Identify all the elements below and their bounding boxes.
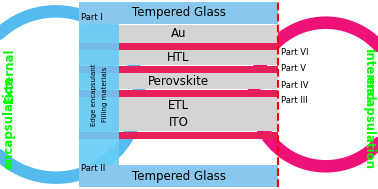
Bar [79, 25, 278, 43]
Bar [79, 114, 278, 131]
Text: Tempered Glass: Tempered Glass [132, 170, 226, 183]
Bar [79, 43, 278, 50]
Text: encapsulation: encapsulation [3, 76, 16, 169]
Text: Au: Au [171, 27, 186, 40]
Bar [79, 73, 278, 89]
Text: Part IV: Part IV [281, 81, 308, 90]
Text: Part II: Part II [81, 164, 105, 173]
Text: Part VI: Part VI [281, 48, 308, 57]
Text: Part III: Part III [281, 96, 308, 105]
Bar [79, 66, 278, 73]
Text: ETL: ETL [168, 99, 189, 112]
Text: External: External [3, 48, 16, 103]
Text: Perovskite: Perovskite [148, 75, 209, 88]
Text: encapsulation: encapsulation [362, 76, 375, 169]
Text: Filling materials: Filling materials [102, 67, 108, 122]
Bar [79, 165, 278, 187]
Bar [79, 90, 278, 97]
Bar [79, 132, 278, 139]
Text: Tempered Glass: Tempered Glass [132, 6, 226, 19]
Text: HTL: HTL [167, 51, 190, 64]
Text: Part I: Part I [81, 13, 103, 22]
Bar [79, 24, 119, 165]
Text: ITO: ITO [169, 116, 189, 129]
Text: Part V: Part V [281, 64, 306, 74]
Bar [79, 50, 278, 65]
Text: Edge encapsulant: Edge encapsulant [91, 63, 97, 126]
Bar [79, 2, 278, 24]
Bar [79, 97, 278, 114]
Text: Internal: Internal [362, 49, 375, 102]
